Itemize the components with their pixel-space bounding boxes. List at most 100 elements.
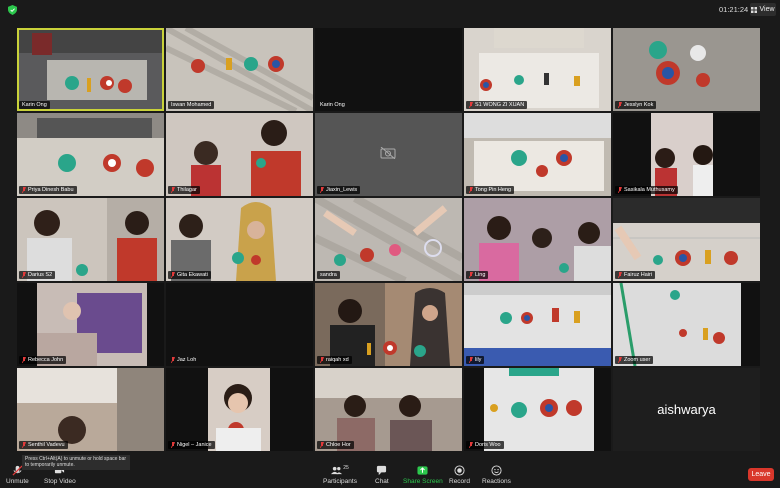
muted-mic-icon bbox=[320, 442, 324, 448]
video-tile[interactable]: Thilagar bbox=[166, 113, 313, 196]
video-feed bbox=[613, 198, 760, 281]
video-tile[interactable]: raiqah xd bbox=[315, 283, 462, 366]
participants-button[interactable]: 25 Participants bbox=[323, 465, 357, 485]
muted-mic-icon bbox=[469, 442, 473, 448]
muted-mic-icon bbox=[22, 272, 26, 278]
reactions-button[interactable]: Reactions bbox=[482, 465, 511, 485]
leave-button[interactable]: Leave bbox=[748, 468, 774, 481]
video-off-placeholder bbox=[315, 28, 462, 111]
video-tile[interactable]: Fairuz Hairi bbox=[613, 198, 760, 281]
chat-button[interactable]: Chat bbox=[375, 465, 389, 485]
video-tile[interactable]: Gita Ekawati bbox=[166, 198, 313, 281]
record-button[interactable]: Record bbox=[449, 465, 470, 485]
muted-mic-icon bbox=[12, 465, 23, 476]
video-feed bbox=[166, 368, 313, 451]
participant-name-tag: Chloe Hor bbox=[317, 441, 354, 449]
view-label: View bbox=[759, 6, 775, 13]
participant-name-tag: Sasikala Muthusamy bbox=[615, 186, 678, 194]
participant-name-tag: Nigel – Janice bbox=[168, 441, 215, 449]
video-tile[interactable]: Tong Pin Heng bbox=[464, 113, 611, 196]
muted-mic-icon bbox=[618, 357, 622, 363]
video-tile[interactable]: Priya Dinesh Babu bbox=[17, 113, 164, 196]
meeting-toolbar: Unmute Stop Video 25 Participants Chat S… bbox=[0, 462, 780, 488]
shield-icon[interactable] bbox=[8, 5, 17, 15]
video-tile[interactable]: Senthil Vadevu bbox=[17, 368, 164, 451]
share-screen-button[interactable]: Share Screen bbox=[403, 465, 443, 485]
muted-mic-icon bbox=[618, 187, 622, 193]
video-tile[interactable]: Sasikala Muthusamy bbox=[613, 113, 760, 196]
muted-mic-icon bbox=[22, 187, 26, 193]
participant-name-tag: Jaz Loh bbox=[168, 356, 199, 364]
video-feed bbox=[613, 283, 760, 366]
participant-name-tag: Doris Woo bbox=[466, 441, 504, 449]
stop-video-label: Stop Video bbox=[44, 478, 76, 485]
video-tile[interactable]: Nigel – Janice bbox=[166, 368, 313, 451]
video-tile[interactable]: sandra bbox=[315, 198, 462, 281]
video-tile[interactable]: Rebecca John bbox=[17, 283, 164, 366]
video-feed bbox=[464, 28, 611, 111]
muted-mic-icon bbox=[171, 272, 175, 278]
video-tile[interactable]: Doris Woo bbox=[464, 368, 611, 451]
smiley-icon bbox=[491, 465, 502, 476]
participant-name-tag: S1 WONG ZI XUAN bbox=[466, 101, 528, 109]
participant-name-tag: Karin Ong bbox=[320, 102, 345, 108]
participant-name-tag: Ling bbox=[466, 271, 489, 279]
muted-mic-icon bbox=[469, 102, 473, 108]
video-feed bbox=[17, 28, 164, 111]
video-feed bbox=[17, 283, 164, 366]
muted-mic-icon bbox=[171, 187, 175, 193]
participant-name-tag: Iswan Mohamed bbox=[168, 101, 215, 109]
participant-name-tag: Karin Ong bbox=[19, 101, 50, 109]
video-feed bbox=[17, 113, 164, 196]
participant-name-tag: sandra bbox=[317, 271, 340, 279]
participant-name-tag: Zoom user bbox=[615, 356, 654, 364]
video-feed bbox=[464, 198, 611, 281]
view-button[interactable]: View bbox=[750, 3, 776, 16]
video-tile[interactable]: Darius S2 bbox=[17, 198, 164, 281]
video-tile[interactable]: Chloe Hor bbox=[315, 368, 462, 451]
grid-icon bbox=[751, 6, 758, 13]
participant-big-name: aishwarya bbox=[657, 402, 716, 417]
video-feed bbox=[166, 113, 313, 196]
video-tile[interactable]: Iswan Mohamed bbox=[166, 28, 313, 111]
participants-label: Participants bbox=[323, 478, 357, 485]
muted-mic-icon bbox=[469, 357, 473, 363]
participant-name-tag: Priya Dinesh Babu bbox=[19, 186, 77, 194]
video-tile[interactable]: Zoom user bbox=[613, 283, 760, 366]
video-feed bbox=[464, 283, 611, 366]
share-screen-icon bbox=[417, 466, 428, 475]
participant-name-tag: Thilagar bbox=[168, 186, 200, 194]
video-feed bbox=[166, 198, 313, 281]
video-off-placeholder bbox=[166, 283, 313, 366]
video-feed bbox=[17, 368, 164, 451]
muted-mic-icon bbox=[22, 442, 26, 448]
video-tile[interactable]: Jaz Loh bbox=[166, 283, 313, 366]
video-feed bbox=[166, 28, 313, 111]
unmute-button[interactable]: Unmute bbox=[6, 465, 29, 485]
video-feed bbox=[17, 198, 164, 281]
muted-mic-icon bbox=[22, 357, 26, 363]
video-tile[interactable]: lily bbox=[464, 283, 611, 366]
participant-name-tag: Jesslyn Kok bbox=[615, 101, 657, 109]
muted-mic-icon bbox=[320, 357, 324, 363]
video-tile[interactable]: aishwarya bbox=[613, 368, 760, 451]
video-feed bbox=[613, 113, 760, 196]
reactions-label: Reactions bbox=[482, 478, 511, 485]
gallery-grid: Karin Ong Iswan Mohamed Karin Ong S1 WON… bbox=[17, 28, 762, 454]
muted-mic-icon bbox=[320, 187, 324, 193]
video-tile[interactable]: S1 WONG ZI XUAN bbox=[464, 28, 611, 111]
video-tile[interactable]: Karin Ong bbox=[315, 28, 462, 111]
muted-mic-icon bbox=[618, 102, 622, 108]
video-tile[interactable]: Ling bbox=[464, 198, 611, 281]
video-tile[interactable]: Jesslyn Kok bbox=[613, 28, 760, 111]
video-tile[interactable]: Jiaxin_Lewis bbox=[315, 113, 462, 196]
video-feed bbox=[613, 28, 760, 111]
video-feed bbox=[315, 198, 462, 281]
chat-icon bbox=[377, 465, 387, 476]
participant-name-tag: Rebecca John bbox=[19, 356, 67, 364]
video-tile[interactable]: Karin Ong bbox=[17, 28, 164, 111]
video-feed bbox=[464, 113, 611, 196]
meeting-clock: 01:21:24 bbox=[719, 5, 749, 14]
participant-name-tag: Jiaxin_Lewis bbox=[317, 186, 361, 194]
participant-name-tag: Darius S2 bbox=[19, 271, 56, 279]
